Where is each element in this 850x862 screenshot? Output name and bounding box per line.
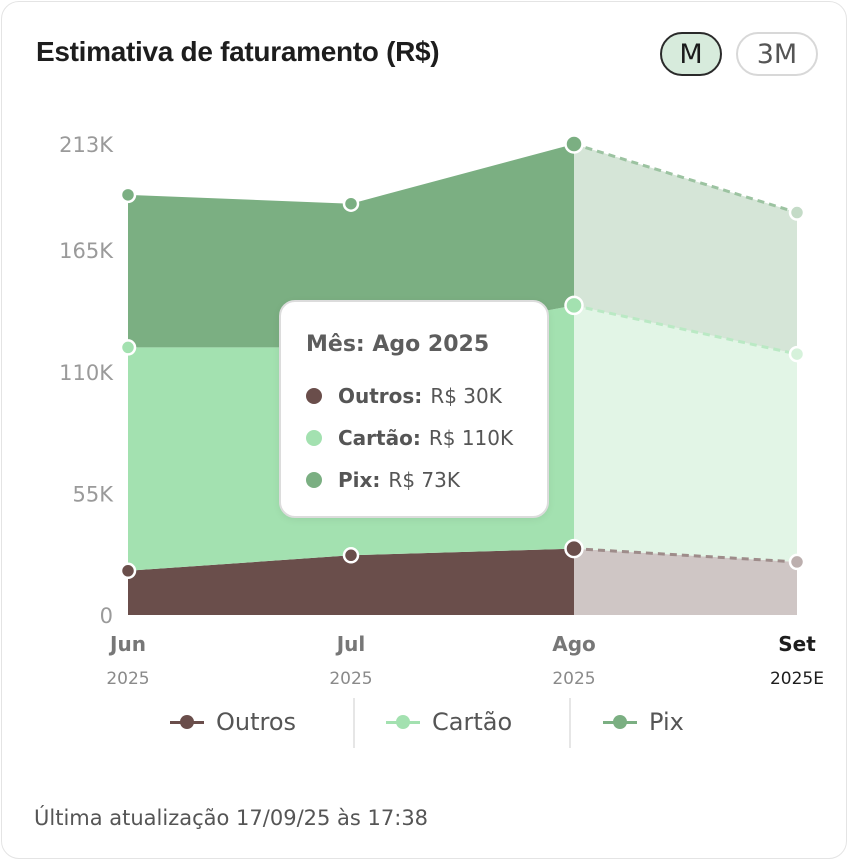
area-outros	[128, 548, 574, 615]
area-estimate-outros	[574, 548, 797, 615]
tooltip-value-pix: R$ 73K	[388, 468, 460, 492]
point-pix-2	[564, 134, 584, 154]
x-tick-year: 2025E	[770, 669, 824, 689]
chart-legend: Outros Cartão Pix	[0, 698, 850, 750]
legend-marker-outros	[170, 714, 204, 730]
card-title: Estimativa de faturamento (R$)	[36, 36, 440, 67]
estimate-line-outros	[573, 547, 798, 564]
point-pix-3	[788, 204, 806, 221]
point-outros-1	[342, 547, 360, 564]
estimate-line-pix	[573, 142, 798, 214]
tooltip-row-cartao: Cartão: R$ 110K	[306, 426, 513, 450]
legend-label-outros: Outros	[216, 708, 297, 736]
area-estimate-cartao	[574, 305, 797, 562]
chart-tooltip: Mês: Ago 2025 Outros: R$ 30K Cartão: R$ …	[279, 300, 549, 518]
y-tick-label: 0	[100, 604, 113, 628]
tooltip-value-outros: R$ 30K	[430, 384, 502, 408]
x-tick-year: 2025	[552, 669, 595, 689]
x-tick-month: Set	[778, 632, 816, 656]
tooltip-row-outros: Outros: R$ 30K	[306, 384, 502, 408]
y-tick-label: 165K	[59, 239, 114, 263]
period-toggle: M 3M	[660, 32, 818, 76]
legend-label-pix: Pix	[649, 708, 684, 736]
tooltip-dot-outros	[306, 388, 322, 404]
point-cartao-2	[564, 295, 584, 316]
point-cartao-3	[788, 345, 806, 363]
tooltip-dot-pix	[306, 472, 322, 488]
x-tick-month: Ago	[552, 632, 596, 656]
last-updated-text: Última atualização 17/09/25 às 17:38	[34, 806, 429, 830]
x-tick-month: Jul	[335, 632, 366, 656]
legend-divider	[569, 698, 571, 748]
point-outros-0	[119, 562, 137, 580]
tooltip-title: Mês: Ago 2025	[306, 332, 490, 357]
y-tick-label: 110K	[59, 361, 114, 385]
x-tick-month: Jun	[108, 632, 146, 656]
point-pix-1	[342, 195, 360, 212]
legend-label-cartao: Cartão	[432, 708, 513, 736]
point-cartao-0	[119, 339, 137, 356]
period-button-3m[interactable]: 3M	[736, 32, 818, 76]
estimate-line-cartao	[573, 303, 798, 356]
legend-marker-cartao	[386, 714, 420, 730]
tooltip-row-pix: Pix: R$ 73K	[306, 468, 460, 492]
tooltip-label-cartao: Cartão:	[338, 426, 421, 450]
period-button-m[interactable]: M	[660, 32, 722, 76]
y-tick-label: 213K	[59, 133, 114, 157]
legend-item-cartao[interactable]: Cartão	[386, 708, 512, 736]
area-estimate-pix	[574, 144, 797, 355]
x-tick-year: 2025	[106, 669, 149, 689]
legend-divider	[353, 698, 355, 748]
point-outros-2	[564, 538, 584, 559]
tooltip-dot-cartao	[306, 430, 322, 446]
legend-item-pix[interactable]: Pix	[603, 708, 684, 736]
tooltip-label-pix: Pix:	[338, 468, 381, 492]
point-outros-3	[788, 553, 806, 571]
tooltip-value-cartao: R$ 110K	[428, 426, 514, 450]
legend-item-outros[interactable]: Outros	[170, 708, 296, 736]
tooltip-label-outros: Outros:	[338, 384, 423, 408]
area-pix	[128, 144, 574, 348]
y-tick-label: 55K	[73, 482, 115, 506]
x-tick-year: 2025	[329, 669, 372, 689]
legend-marker-pix	[603, 714, 637, 730]
point-pix-0	[119, 186, 137, 204]
